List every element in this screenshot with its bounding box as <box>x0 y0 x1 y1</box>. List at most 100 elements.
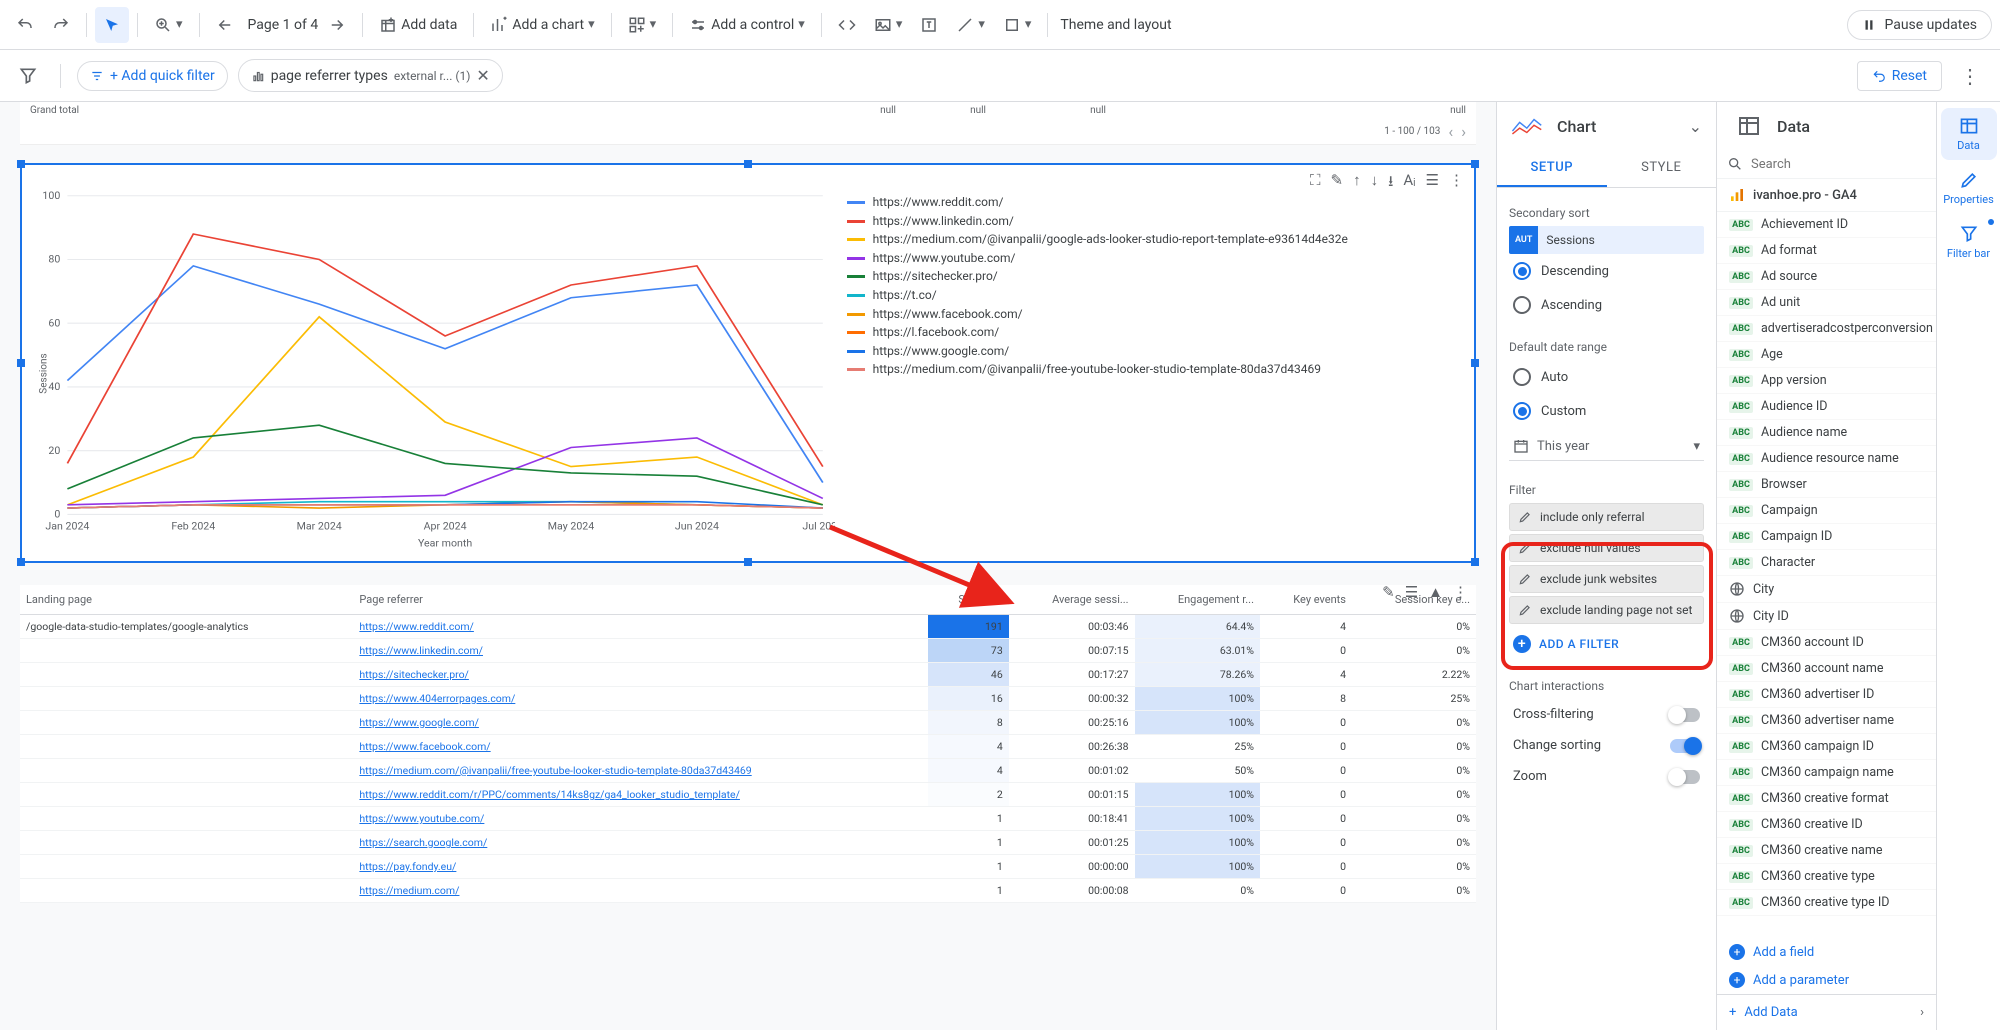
edit-icon[interactable]: ✎ <box>1331 171 1344 196</box>
redo-button[interactable] <box>44 7 78 43</box>
legend-item[interactable]: https://t.co/ <box>847 288 1464 304</box>
field-item[interactable]: ABCCampaign ID <box>1717 524 1936 550</box>
cross-filtering-toggle[interactable] <box>1670 708 1700 722</box>
table-header[interactable]: Average sessi... <box>1009 585 1135 615</box>
chevron-right-icon[interactable]: › <box>1920 1005 1924 1020</box>
sort-descending-option[interactable]: Descending <box>1509 254 1704 288</box>
text-button[interactable] <box>912 7 946 43</box>
field-item[interactable]: ABCAchievement ID <box>1717 212 1936 238</box>
page-next-icon[interactable]: › <box>1461 122 1466 141</box>
add-parameter-button[interactable]: +Add a parameter <box>1717 966 1936 994</box>
table-header[interactable]: Sessions <box>928 585 1008 615</box>
rail-data-button[interactable]: Data <box>1941 108 1997 160</box>
remove-filter-icon[interactable]: ✕ <box>476 66 489 85</box>
field-item[interactable]: ABCAudience name <box>1717 420 1936 446</box>
line-chart[interactable]: ⛶ ✎ ↑ ↓ ⭳ Aᵢ ☰ ⋮ Sessions 020406080100Ja… <box>20 163 1476 563</box>
field-item[interactable]: ABCCM360 account ID <box>1717 630 1936 656</box>
field-item[interactable]: City ID <box>1717 603 1936 630</box>
pause-updates-button[interactable]: Pause updates <box>1847 10 1992 40</box>
table-header[interactable]: Page referrer <box>353 585 928 615</box>
filter-icon[interactable]: ☰ <box>1426 171 1439 196</box>
table-row[interactable]: https://pay.fondy.eu/ 1 00:00:00 100% 0 … <box>20 855 1476 879</box>
field-item[interactable]: ABCBrowser <box>1717 472 1936 498</box>
sort-ascending-option[interactable]: Ascending <box>1509 288 1704 322</box>
shape-button[interactable]: ▾ <box>995 7 1040 43</box>
field-item[interactable]: ABCCM360 campaign name <box>1717 760 1936 786</box>
table-header[interactable]: Engagement r... <box>1135 585 1260 615</box>
explore-icon[interactable]: Aᵢ <box>1403 171 1415 196</box>
rail-properties-button[interactable]: Properties <box>1941 162 1997 214</box>
field-item[interactable]: ABCCM360 campaign ID <box>1717 734 1936 760</box>
field-item[interactable]: ABCCM360 advertiser name <box>1717 708 1936 734</box>
field-item[interactable]: ABCAd unit <box>1717 290 1936 316</box>
page-prev-button[interactable] <box>208 7 242 43</box>
table-row[interactable]: https://www.404errorpages.com/ 16 00:00:… <box>20 687 1476 711</box>
field-item[interactable]: City <box>1717 576 1936 603</box>
change-sorting-toggle[interactable] <box>1670 739 1700 753</box>
image-button[interactable]: ▾ <box>866 7 911 43</box>
selection-tool-button[interactable] <box>95 7 129 43</box>
legend-item[interactable]: https://www.youtube.com/ <box>847 251 1464 267</box>
table-row[interactable]: https://sitechecker.pro/ 46 00:17:27 78.… <box>20 663 1476 687</box>
expand-chart-picker-icon[interactable]: ⌄ <box>1689 117 1702 136</box>
legend-item[interactable]: https://medium.com/@ivanpalii/free-youtu… <box>847 362 1464 378</box>
line-button[interactable]: ▾ <box>948 7 993 43</box>
datasource-row[interactable]: ivanhoe.pro - GA4 <box>1717 179 1936 212</box>
table-row[interactable]: https://www.facebook.com/ 4 00:26:38 25%… <box>20 735 1476 759</box>
field-item[interactable]: ABCCM360 creative ID <box>1717 812 1936 838</box>
filter-item[interactable]: include only referral <box>1509 503 1704 531</box>
theme-layout-button[interactable]: Theme and layout <box>1060 17 1171 33</box>
field-item[interactable]: ABCAudience resource name <box>1717 446 1936 472</box>
legend-item[interactable]: https://medium.com/@ivanpalii/google-ads… <box>847 232 1464 248</box>
legend-item[interactable]: https://www.facebook.com/ <box>847 307 1464 323</box>
sort-asc-icon[interactable]: ↑ <box>1353 171 1361 196</box>
table-row[interactable]: https://www.youtube.com/ 1 00:18:41 100%… <box>20 807 1476 831</box>
add-data-button[interactable]: Add data <box>371 7 465 43</box>
field-item[interactable]: ABCAudience ID <box>1717 394 1936 420</box>
field-item[interactable]: ABCadvertiseradcostperconversion <box>1717 316 1936 342</box>
more-actions-icon[interactable]: ⋮ <box>1952 60 1988 92</box>
field-item[interactable]: ABCApp version <box>1717 368 1936 394</box>
add-data-button-bottom[interactable]: +Add Data <box>1729 1005 1798 1020</box>
undo-button[interactable] <box>8 7 42 43</box>
field-item[interactable]: ABCCM360 account name <box>1717 656 1936 682</box>
legend-item[interactable]: https://www.linkedin.com/ <box>847 214 1464 230</box>
table-row[interactable]: https://search.google.com/ 1 00:01:25 10… <box>20 831 1476 855</box>
data-table[interactable]: ✎ ☰ ▲ ⋮ Landing pagePage referrerSession… <box>20 585 1476 903</box>
table-row[interactable]: https://medium.com/ 1 00:00:08 0% 0 0% <box>20 879 1476 903</box>
field-item[interactable]: ABCCM360 creative type <box>1717 864 1936 890</box>
table-row[interactable]: https://www.google.com/ 8 00:25:16 100% … <box>20 711 1476 735</box>
page-prev-icon[interactable]: ‹ <box>1448 122 1453 141</box>
legend-item[interactable]: https://www.google.com/ <box>847 344 1464 360</box>
more-icon[interactable]: ⋮ <box>1453 583 1468 601</box>
field-item[interactable]: ABCCM360 creative name <box>1717 838 1936 864</box>
export-icon[interactable]: ⭳ <box>1388 171 1393 196</box>
field-item[interactable]: ABCAd format <box>1717 238 1936 264</box>
legend-item[interactable]: https://www.reddit.com/ <box>847 195 1464 211</box>
fullscreen-icon[interactable]: ⛶ <box>1310 171 1321 196</box>
table-row[interactable]: /google-data-studio-templates/google-ana… <box>20 615 1476 639</box>
sort-desc-icon[interactable]: ↓ <box>1371 171 1379 196</box>
edit-icon[interactable]: ✎ <box>1382 583 1395 601</box>
filter-item[interactable]: exclude null values <box>1509 534 1704 562</box>
table-header[interactable]: Landing page <box>20 585 353 615</box>
search-input[interactable] <box>1751 157 1926 172</box>
field-item[interactable]: ABCAge <box>1717 342 1936 368</box>
add-chart-button[interactable]: Add a chart▾ <box>482 7 602 43</box>
field-item[interactable]: ABCCM360 creative format <box>1717 786 1936 812</box>
more-icon[interactable]: ⋮ <box>1449 171 1464 196</box>
tab-setup[interactable]: SETUP <box>1497 150 1607 187</box>
table-row[interactable]: https://www.linkedin.com/ 73 00:07:15 63… <box>20 639 1476 663</box>
legend-item[interactable]: https://l.facebook.com/ <box>847 325 1464 341</box>
add-control-button[interactable]: Add a control▾ <box>681 7 813 43</box>
tab-style[interactable]: STYLE <box>1607 150 1717 187</box>
field-item[interactable]: ABCCampaign <box>1717 498 1936 524</box>
filter-item[interactable]: exclude junk websites <box>1509 565 1704 593</box>
table-row[interactable]: https://medium.com/@ivanpalii/free-youtu… <box>20 759 1476 783</box>
table-header[interactable]: Key events <box>1260 585 1352 615</box>
field-item[interactable]: ABCCM360 creative type ID <box>1717 890 1936 916</box>
add-quick-filter-button[interactable]: + Add quick filter <box>77 61 228 91</box>
field-item[interactable]: ABCCM360 advertiser ID <box>1717 682 1936 708</box>
community-viz-button[interactable]: ▾ <box>620 7 665 43</box>
add-field-button[interactable]: +Add a field <box>1717 938 1936 966</box>
